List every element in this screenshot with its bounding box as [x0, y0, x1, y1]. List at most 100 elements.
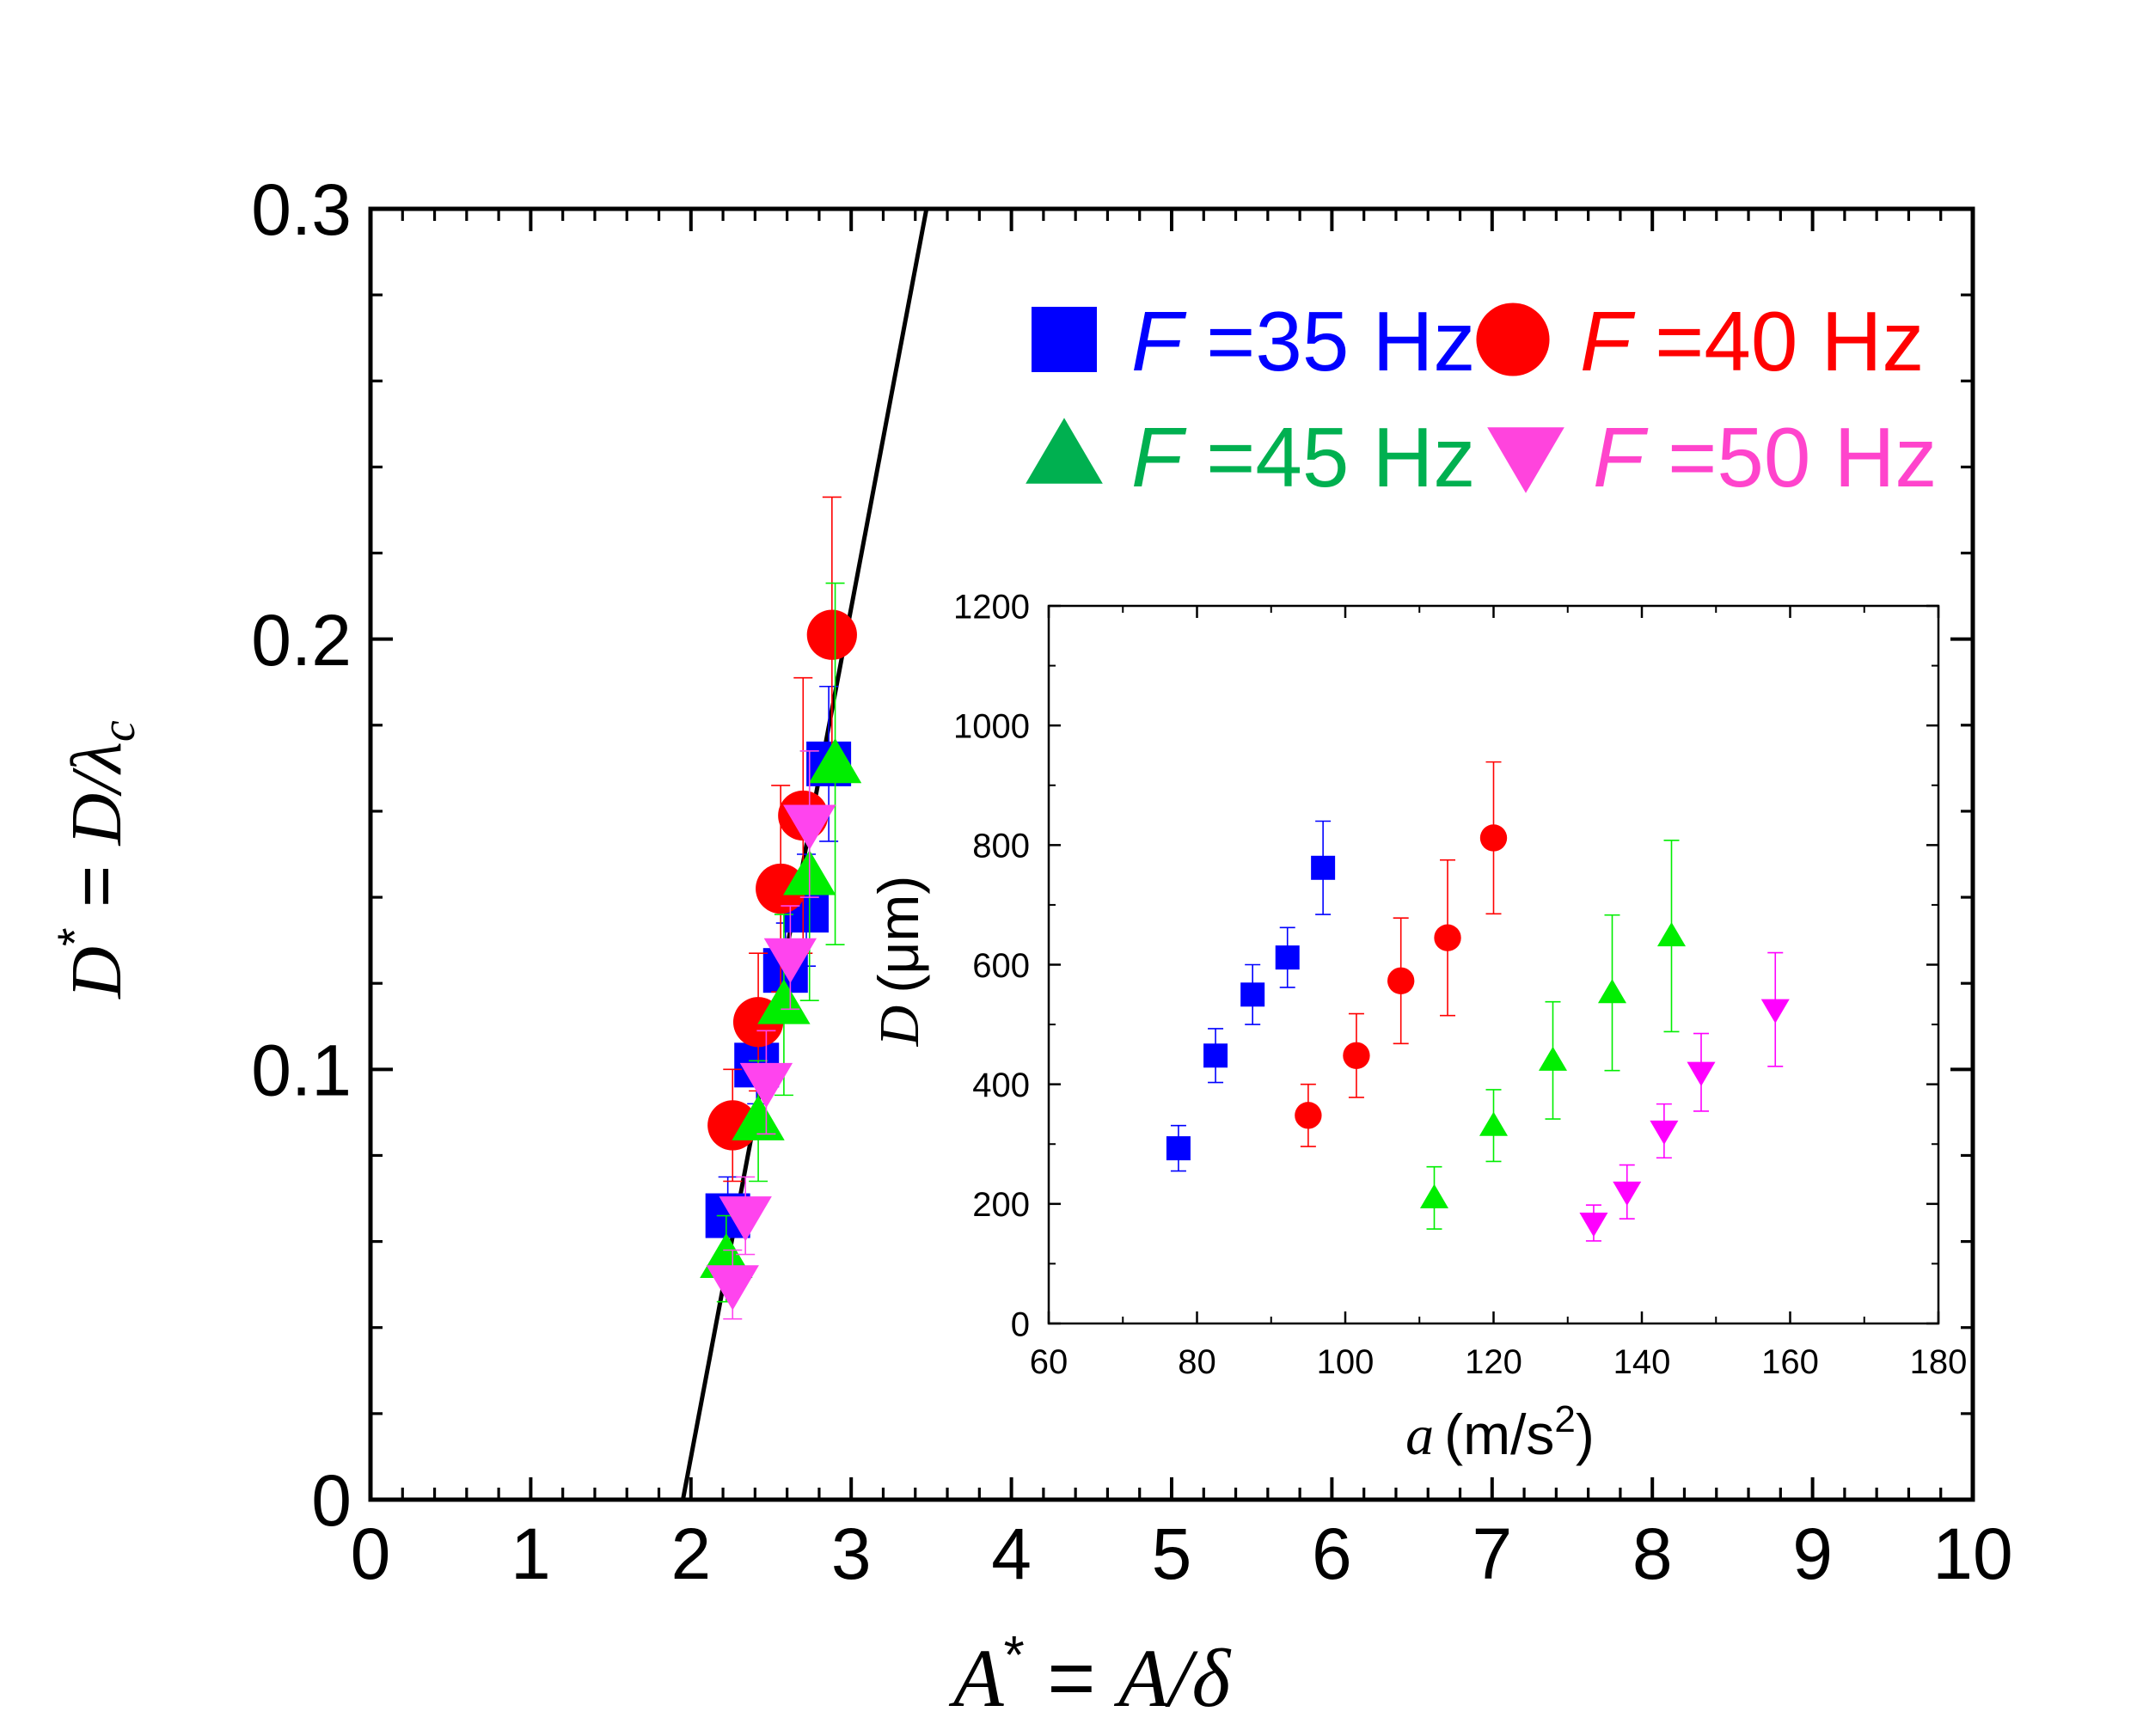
main-point [783, 804, 836, 850]
inset-point [1275, 945, 1300, 970]
inset-series-1 [1295, 761, 1508, 1147]
inset-point [1240, 982, 1265, 1007]
inset-x-tick-label: 80 [1178, 1343, 1216, 1381]
inset-x-tick-label: 180 [1910, 1343, 1968, 1381]
main-x-tick-label: 8 [1632, 1513, 1673, 1594]
inset-y-tick-label: 200 [972, 1186, 1030, 1224]
inset-point [1387, 967, 1415, 994]
inset-x-tick-label: 160 [1761, 1343, 1819, 1381]
inset-point [1311, 855, 1336, 880]
main-y-D: D [57, 946, 137, 999]
inset-x-tick-label: 60 [1030, 1343, 1068, 1381]
legend-label: F =40 Hz [1580, 294, 1924, 388]
main-x-tick-label: 7 [1472, 1513, 1512, 1594]
inset-point [1613, 1181, 1642, 1207]
inset-y-tick-label: 400 [972, 1067, 1030, 1104]
inset-y-tick-label: 0 [1011, 1305, 1030, 1343]
legend-label-symbol: F [1131, 294, 1187, 388]
inset-y-tick-label: 1200 [953, 588, 1030, 626]
inset-series-3 [1579, 951, 1790, 1242]
main-x-delta: δ [1191, 1632, 1231, 1724]
inset-y-tick-label: 1000 [953, 708, 1030, 746]
inset-x-tick-label: 140 [1613, 1343, 1671, 1381]
legend: F =35 Hz F =40 HzF =45 Hz F =50 Hz [1026, 294, 1937, 504]
inset-point [1295, 1102, 1322, 1129]
main-x-tick-label: 1 [511, 1513, 551, 1594]
main-x-tick-label: 10 [1932, 1513, 2012, 1594]
inset-x-axis-title: a (m/s2) [1405, 1398, 1595, 1467]
main-point [757, 979, 811, 1024]
main-x-A2: A [1113, 1632, 1169, 1724]
main-y-star: * [47, 927, 101, 946]
inset-x-unit: (m/s [1444, 1403, 1554, 1466]
legend-label: F =50 Hz [1593, 410, 1937, 504]
inset-point [1419, 1183, 1449, 1208]
main-x-A: A [948, 1632, 1004, 1724]
main-x-eq: = [1025, 1632, 1118, 1724]
inset-point [1687, 1061, 1716, 1086]
legend-marker-triangle-down [1487, 427, 1564, 493]
legend-label: F =35 Hz [1131, 294, 1475, 388]
inset-x-tick-label: 120 [1465, 1343, 1522, 1381]
legend-item-1: F =40 Hz [1476, 294, 1924, 388]
main-y-tick-label: 0.3 [251, 169, 352, 250]
main-x-tick-label: 3 [831, 1513, 872, 1594]
main-y-tick-label: 0 [311, 1460, 352, 1541]
legend-marker-circle [1476, 303, 1550, 376]
inset-point [1343, 1042, 1370, 1069]
main-point [756, 863, 806, 914]
legend-label-value: =35 Hz [1183, 294, 1475, 388]
main-x-tick-label: 2 [670, 1513, 711, 1594]
legend-label-symbol: F [1131, 410, 1187, 504]
main-y-lambda: λ [57, 742, 137, 775]
main-point [719, 1196, 772, 1242]
legend-label-value: =45 Hz [1183, 410, 1475, 504]
legend-item-2: F =45 Hz [1026, 410, 1475, 504]
main-y-eq: = [55, 846, 136, 928]
inset-y-axis-title: D (μm) [866, 876, 931, 1048]
inset-point [1538, 1046, 1568, 1071]
inset-x-tick-label: 100 [1317, 1343, 1375, 1381]
legend-label-value: =50 Hz [1644, 410, 1937, 504]
legend-label-symbol: F [1593, 410, 1649, 504]
inset-point [1434, 924, 1461, 951]
main-x-tick-label: 0 [351, 1513, 391, 1594]
inset-y-tick-label: 600 [972, 947, 1030, 985]
inset-x-exp: 2 [1554, 1398, 1575, 1440]
main-x-tick-label: 9 [1792, 1513, 1833, 1594]
main-x-tick-label: 4 [991, 1513, 1032, 1594]
legend-item-3: F =50 Hz [1487, 410, 1937, 504]
main-y-sub: c [92, 720, 145, 742]
inset-x-symbol: a [1405, 1404, 1434, 1467]
inset-point [1760, 999, 1790, 1024]
legend-marker-triangle-up [1026, 418, 1103, 484]
main-y-D2: D [57, 793, 137, 847]
inset-point [1656, 922, 1687, 947]
main-y-tick-label: 0.2 [251, 600, 352, 681]
inset-point [1166, 1136, 1191, 1161]
main-point [732, 1095, 785, 1140]
legend-label-value: =40 Hz [1632, 294, 1924, 388]
main-x-star: * [1004, 1626, 1025, 1685]
inset-point [1479, 824, 1508, 852]
inset-x-close: ) [1576, 1403, 1595, 1466]
main-point [806, 609, 857, 660]
inset-point [1479, 1111, 1509, 1136]
legend-marker-square [1032, 307, 1097, 372]
inset-point [1579, 1213, 1608, 1238]
inset-point [1650, 1120, 1679, 1146]
inset-series-0 [1166, 820, 1336, 1172]
inset-plot: 60 80 100 120 140 160 180 0 200 400 600 800 1000 1200 [953, 588, 1967, 1381]
main-point [739, 1062, 793, 1109]
main-y-tick-label: 0.1 [251, 1030, 352, 1111]
inset-series-2 [1419, 839, 1687, 1230]
main-x-tick-label: 5 [1152, 1513, 1192, 1594]
inset-point [1597, 979, 1627, 1004]
inset-point [1203, 1043, 1228, 1068]
main-y-axis-title: D* = D/λc [47, 720, 145, 999]
inset-y-unit: (μm) [866, 876, 930, 993]
main-series-3 [706, 750, 836, 1320]
legend-label-symbol: F [1580, 294, 1636, 388]
